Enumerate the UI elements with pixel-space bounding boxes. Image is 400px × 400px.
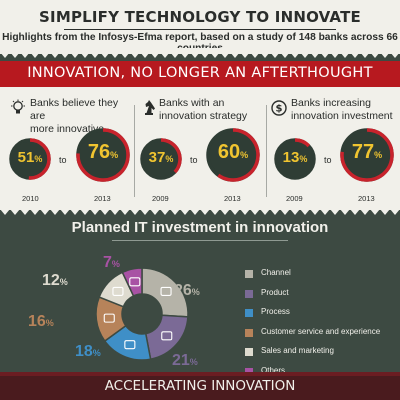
legend-swatch [245, 328, 253, 337]
header-title: SIMPLIFY TECHNOLOGY TO INNOVATE [39, 8, 361, 26]
legend-item: Sales and marketing [245, 346, 395, 358]
from-year: 2009 [286, 194, 303, 203]
from-value: 51% [17, 149, 43, 166]
ring-progress-arc [160, 138, 182, 174]
from-year: 2010 [22, 194, 39, 203]
legend-label: Channel [261, 268, 291, 277]
section-divider [112, 240, 288, 241]
legend-item: Process [245, 307, 395, 319]
from-year: 2009 [152, 194, 169, 203]
monitor-icon [160, 286, 172, 296]
donut-value-label: 26% [174, 282, 200, 299]
from-value: 37% [148, 149, 174, 166]
people-icon [112, 286, 124, 296]
question-icon [129, 277, 141, 287]
legend-item: Customer service and experience [245, 327, 395, 339]
legend-label: Sales and marketing [261, 346, 334, 355]
stat-strategy: Banks with an innovation strategy 37% to … [135, 87, 265, 210]
divider [266, 105, 267, 197]
legend-item: Others [245, 366, 395, 378]
to-year: 2013 [224, 194, 241, 203]
card-icon [161, 331, 173, 341]
donut-value-label: 7% [103, 254, 120, 271]
to-year: 2013 [358, 194, 375, 203]
to-value: 77% [351, 141, 383, 163]
section-title: Planned IT investment in innovation [71, 219, 329, 236]
to-ring: 60% [205, 127, 261, 183]
legend-label: Process [261, 307, 290, 316]
to-word: to [59, 155, 67, 165]
ring-progress-arc [217, 128, 260, 182]
from-ring: 13% [273, 137, 317, 181]
legend-label: Customer service and experience [261, 326, 381, 336]
to-year: 2013 [94, 194, 111, 203]
footer-banner [0, 372, 400, 400]
stat-label: Banks with an innovation strategy [159, 97, 248, 122]
legend-swatch [245, 289, 253, 298]
to-word: to [324, 155, 332, 165]
to-word: to [190, 155, 198, 165]
legend-item: Product [245, 288, 395, 300]
donut-value-label: 12% [42, 272, 68, 289]
stat-investment: $ Banks increasing innovation investment … [267, 87, 400, 210]
dollar-coin-icon: $ [271, 100, 287, 116]
to-value: 60% [217, 141, 249, 163]
donut-value-label: 16% [28, 313, 54, 330]
zigzag-edge-top [0, 48, 400, 58]
legend-swatch [245, 367, 253, 376]
legend-swatch [245, 270, 253, 278]
banner-title: INNOVATION, NO LONGER AN AFTERTHOUGHT [27, 65, 373, 81]
section-banner: INNOVATION, NO LONGER AN AFTERTHOUGHT [0, 61, 400, 87]
stat-innovative: Banks believe they are more innovative 51… [0, 87, 133, 210]
chess-knight-icon [145, 100, 155, 115]
divider [134, 105, 135, 197]
to-value: 76% [87, 141, 119, 163]
donut-slice-channel [141, 267, 189, 318]
from-ring: 51% [8, 137, 52, 181]
ring-progress-arc [340, 128, 394, 182]
legend-label: Product [261, 287, 289, 297]
legend-swatch [245, 348, 253, 356]
legend-item: Channel [245, 268, 395, 280]
donut-value-label: 21% [172, 352, 198, 369]
from-value: 13% [282, 149, 308, 166]
ring-progress-arc [76, 128, 130, 182]
footer-title: ACCELERATING INNOVATION [104, 378, 296, 394]
from-ring: 37% [139, 137, 183, 181]
donut-value-label: 18% [75, 343, 101, 360]
donut-hole [123, 295, 161, 333]
ring-progress-arc [28, 138, 51, 180]
legend-swatch [245, 309, 253, 317]
org-chart-icon [124, 340, 136, 350]
stats-panel: Banks believe they are more innovative 51… [0, 87, 400, 210]
ring-progress-arc [294, 138, 311, 148]
to-ring: 76% [75, 127, 131, 183]
footer-band [0, 372, 400, 376]
lightbulb-icon [11, 99, 25, 114]
to-ring: 77% [339, 127, 395, 183]
smiley-icon [103, 313, 115, 323]
svg-text:$: $ [276, 104, 283, 115]
zigzag-edge-bottom [0, 206, 400, 215]
legend-label: Others [261, 365, 286, 375]
header-divider [64, 29, 336, 30]
donut-slice-others [121, 267, 143, 297]
stat-label: Banks believe they are more innovative [30, 97, 119, 135]
stat-label: Banks increasing innovation investment [291, 97, 393, 122]
